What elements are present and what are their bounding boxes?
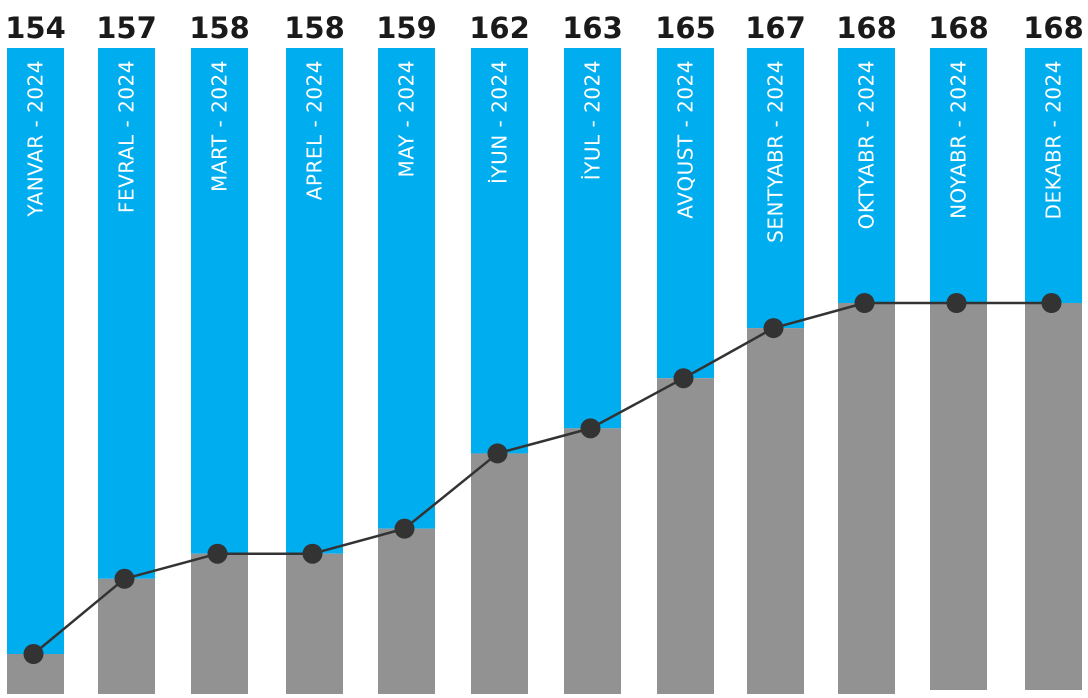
- bar-fill: [657, 378, 714, 694]
- category-labels-group: YANVAR - 2024 FEVRAL - 2024 MART - 2024 APR…: [24, 60, 1066, 243]
- category-label: SENTYABR - 2024: [764, 60, 788, 243]
- bars-group: [7, 48, 1082, 694]
- category-label: OKTYABR - 2024: [855, 60, 879, 229]
- data-label: 157: [96, 11, 157, 45]
- data-label: 168: [928, 11, 989, 45]
- bar-fill: [98, 578, 155, 694]
- bar-top: [1025, 48, 1082, 303]
- bar-fill: [838, 303, 895, 694]
- category-label: MAY - 2024: [395, 60, 419, 177]
- category-label: APREL - 2024: [303, 60, 327, 200]
- trend-point: [487, 443, 508, 464]
- trend-point: [673, 368, 694, 389]
- data-label: 158: [189, 11, 250, 45]
- trend-point: [207, 543, 228, 564]
- bar-top: [378, 48, 435, 529]
- trend-point: [580, 418, 601, 439]
- category-label: İYUL - 2024: [581, 60, 605, 180]
- bar-top: [286, 48, 343, 554]
- trend-point: [763, 318, 784, 339]
- bar-fill: [1025, 303, 1082, 690]
- category-label: AVQUST - 2024: [674, 60, 698, 219]
- bar-top: [747, 48, 804, 329]
- bar-fill: [378, 528, 435, 694]
- bar-fill: [286, 553, 343, 694]
- bar-fill: [471, 453, 528, 694]
- trend-point: [302, 543, 323, 564]
- trend-point: [1041, 293, 1062, 313]
- bar-top: [930, 48, 987, 303]
- category-label: NOYABR - 2024: [947, 60, 971, 219]
- data-label: 162: [469, 11, 530, 45]
- data-labels-group: 154 157 158 158 159 162 163 165 167 168 168 168: [5, 11, 1084, 45]
- category-label: İYUN - 2024: [488, 60, 512, 184]
- bar-fill: [930, 303, 987, 690]
- data-label: 165: [655, 11, 716, 45]
- bar-fill: [747, 328, 804, 694]
- bar-top: [471, 48, 528, 454]
- bar-top: [98, 48, 155, 579]
- bar-top: [191, 48, 248, 554]
- data-label: 168: [1023, 11, 1084, 45]
- category-label: DEKABR - 2024: [1042, 60, 1066, 219]
- trend-point: [854, 293, 875, 313]
- trend-point: [114, 568, 135, 589]
- bar-fill: [191, 553, 248, 694]
- bar-top: [657, 48, 714, 379]
- trend-point: [23, 644, 44, 664]
- data-label: 158: [284, 11, 345, 45]
- trend-line: [32, 301, 1052, 655]
- trend-point: [946, 293, 967, 313]
- category-label: MART - 2024: [208, 60, 232, 192]
- bar-top: [564, 48, 621, 429]
- data-label: 159: [376, 11, 437, 45]
- bar-fill: [564, 428, 621, 694]
- bar-top: [838, 48, 895, 303]
- category-label: YANVAR - 2024: [24, 60, 48, 218]
- data-label: 168: [836, 11, 897, 45]
- data-label: 167: [745, 11, 806, 45]
- category-label: FEVRAL - 2024: [115, 60, 139, 213]
- data-label: 154: [5, 11, 66, 45]
- data-label: 163: [562, 11, 623, 45]
- trend-line-group: [23, 293, 1062, 664]
- trend-point: [394, 518, 415, 539]
- bar-top: [7, 48, 64, 654]
